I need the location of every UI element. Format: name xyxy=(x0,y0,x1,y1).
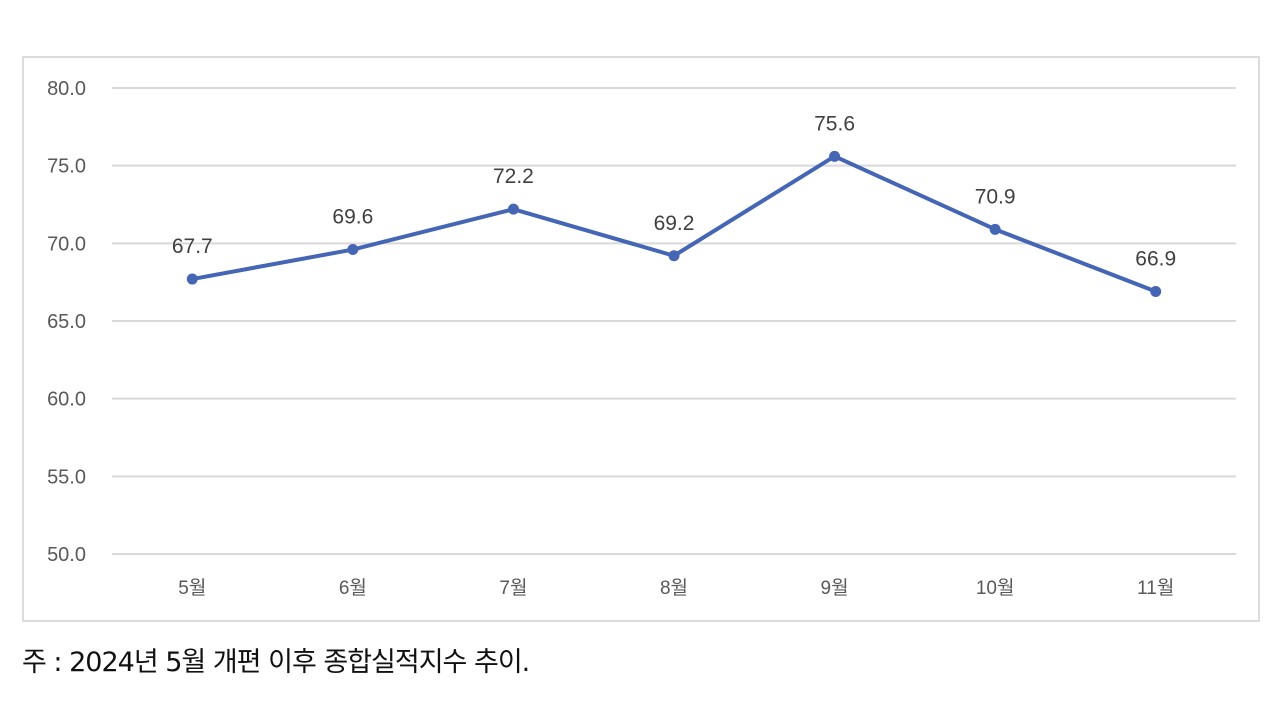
y-tick-label: 75.0 xyxy=(47,156,86,178)
data-label: 67.7 xyxy=(172,235,213,258)
x-tick-label: 11월 xyxy=(1137,577,1174,599)
data-label: 72.2 xyxy=(493,165,534,188)
x-tick-label: 8월 xyxy=(660,577,688,599)
x-tick-label: 6월 xyxy=(339,577,367,599)
chart-frame xyxy=(22,56,1260,622)
y-tick-label: 50.0 xyxy=(47,544,86,566)
x-tick-label: 10월 xyxy=(976,577,1015,599)
data-labels: 67.7 69.6 72.2 69.2 75.6 70.9 66.9 xyxy=(172,112,1176,270)
x-tick-label: 9월 xyxy=(821,577,849,599)
gridlines xyxy=(112,87,1236,555)
data-point-marker xyxy=(507,203,519,215)
x-tick-label: 7월 xyxy=(499,577,527,599)
y-axis-ticks: 50.0 55.0 60.0 65.0 70.0 75.0 80.0 xyxy=(47,78,86,566)
y-tick-label: 65.0 xyxy=(47,311,86,333)
data-label: 69.2 xyxy=(654,212,695,235)
data-point-marker xyxy=(829,150,841,162)
data-markers xyxy=(186,150,1162,297)
x-tick-label: 5월 xyxy=(178,577,206,599)
data-label: 70.9 xyxy=(975,185,1016,208)
data-label: 69.6 xyxy=(332,206,373,229)
line-chart: 50.0 55.0 60.0 65.0 70.0 75.0 80.0 5월 6월 7월 8월 9월 1… xyxy=(47,78,1236,599)
data-label: 66.9 xyxy=(1135,247,1176,270)
data-point-marker xyxy=(347,244,359,256)
data-point-marker xyxy=(668,250,680,262)
y-tick-label: 60.0 xyxy=(47,389,86,411)
y-tick-label: 80.0 xyxy=(47,78,86,100)
data-point-marker xyxy=(186,273,198,285)
data-point-marker xyxy=(989,223,1001,235)
data-point-marker xyxy=(1150,285,1162,297)
footnote: 주 : 2024년 5월 개편 이후 종합실적지수 추이. xyxy=(22,647,530,678)
y-tick-label: 55.0 xyxy=(47,466,86,488)
y-tick-label: 70.0 xyxy=(47,233,86,255)
x-axis-ticks: 5월 6월 7월 8월 9월 10월 11월 xyxy=(178,577,1174,599)
data-label: 75.6 xyxy=(814,112,855,135)
